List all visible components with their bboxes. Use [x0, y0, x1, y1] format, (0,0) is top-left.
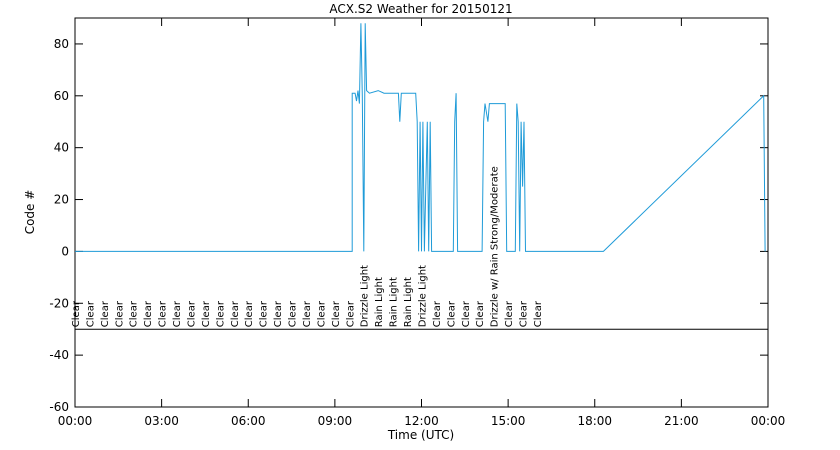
- y-tick-label: 40: [54, 141, 69, 155]
- y-tick-label: 0: [61, 244, 69, 258]
- x-tick-label: 21:00: [664, 414, 699, 428]
- annotation: Rain Light: [389, 277, 400, 327]
- annotation: Clear: [172, 300, 183, 327]
- annotation: Clear: [302, 300, 313, 327]
- annotation: Clear: [71, 300, 82, 327]
- x-tick-label: 18:00: [577, 414, 612, 428]
- x-tick-label: 09:00: [318, 414, 353, 428]
- annotation: Clear: [533, 300, 544, 327]
- annotation: Clear: [316, 300, 327, 327]
- annotation: Clear: [244, 300, 255, 327]
- y-tick-label: 80: [54, 37, 69, 51]
- x-tick-label: 06:00: [231, 414, 266, 428]
- annotation: Drizzle Light: [418, 265, 429, 327]
- y-tick-label: -60: [49, 400, 69, 414]
- data-line: [75, 23, 766, 252]
- annotation: Clear: [432, 300, 443, 327]
- annotation: Clear: [475, 300, 486, 327]
- annotation: Clear: [446, 300, 457, 327]
- y-tick-label: 20: [54, 193, 69, 207]
- annotation: Clear: [273, 300, 284, 327]
- annotation: Clear: [158, 300, 169, 327]
- annotation: Rain Light: [403, 277, 414, 327]
- y-tick-label: -40: [49, 348, 69, 362]
- annotation: Drizzle w/ Rain Strong/Moderate: [490, 166, 501, 327]
- annotation: Clear: [288, 300, 299, 327]
- annotation: Clear: [215, 300, 226, 327]
- x-tick-label: 12:00: [404, 414, 439, 428]
- annotation: Clear: [187, 300, 198, 327]
- annotation: Clear: [201, 300, 212, 327]
- annotation: Rain Light: [374, 277, 385, 327]
- x-tick-label: 15:00: [491, 414, 526, 428]
- annotation: Clear: [114, 300, 125, 327]
- x-tick-label: 03:00: [144, 414, 179, 428]
- annotation: Clear: [345, 300, 356, 327]
- x-tick-label: 00:00: [751, 414, 786, 428]
- annotation: Drizzle Light: [360, 265, 371, 327]
- annotation: Clear: [230, 300, 241, 327]
- annotation: Clear: [129, 300, 140, 327]
- y-tick-label: -20: [49, 296, 69, 310]
- annotation: Clear: [100, 300, 111, 327]
- annotation: Clear: [85, 300, 96, 327]
- y-axis-label: Code #: [23, 190, 37, 235]
- annotation: Clear: [519, 300, 530, 327]
- chart-title: ACX.S2 Weather for 20150121: [329, 2, 512, 16]
- annotation: Clear: [461, 300, 472, 327]
- annotation: Clear: [504, 300, 515, 327]
- x-tick-label: 00:00: [58, 414, 93, 428]
- annotation: Clear: [331, 300, 342, 327]
- y-tick-label: 60: [54, 89, 69, 103]
- x-axis-label: Time (UTC): [387, 428, 454, 442]
- annotation: Clear: [259, 300, 270, 327]
- annotation: Clear: [143, 300, 154, 327]
